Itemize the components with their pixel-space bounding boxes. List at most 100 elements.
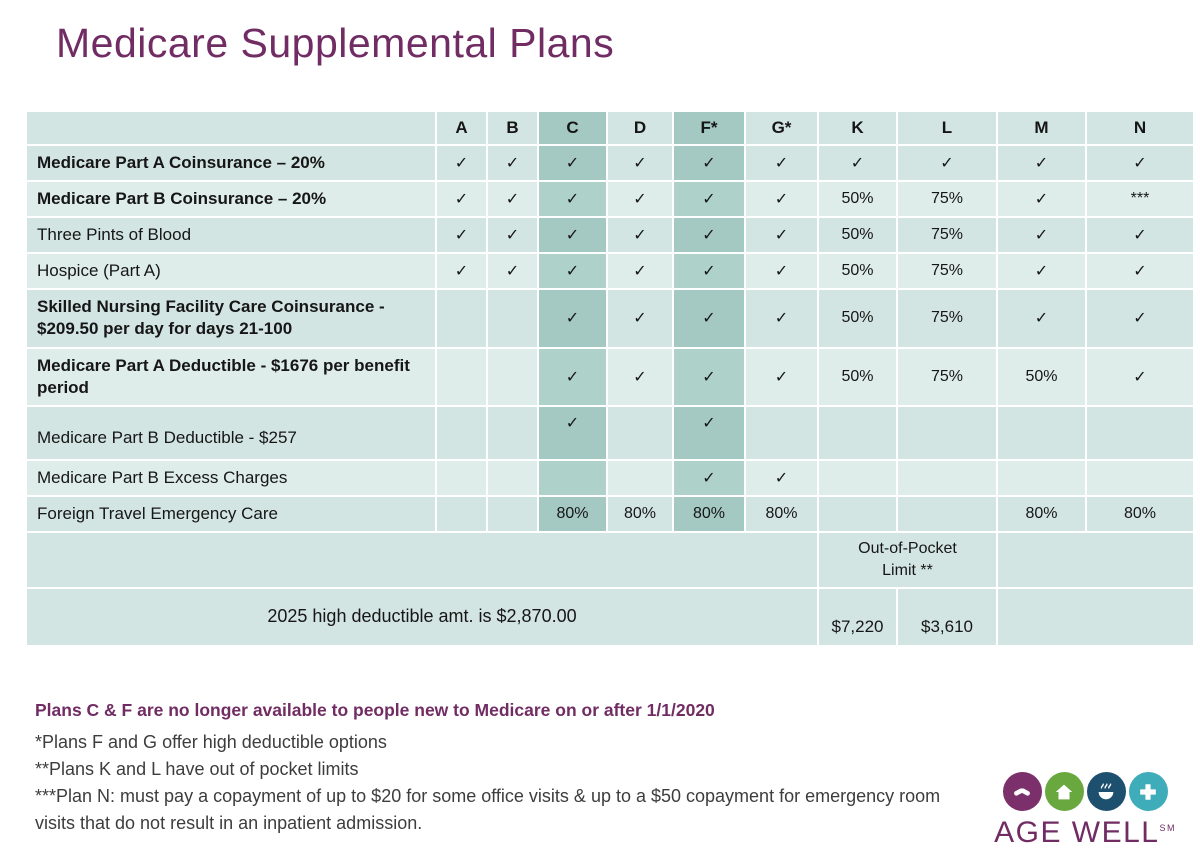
row-label: Medicare Part A Deductible - $1676 per b… xyxy=(25,346,437,407)
check-cell: ✓ xyxy=(606,346,674,407)
column-header-c: C xyxy=(537,110,608,146)
check-cell: ✓ xyxy=(672,404,746,461)
check-cell: ✓ xyxy=(996,143,1087,183)
column-header-k: K xyxy=(817,110,898,146)
check-cell: ✓ xyxy=(486,216,539,255)
empty-cell xyxy=(435,494,488,533)
check-cell: ✓ xyxy=(896,143,998,183)
value-cell: 80% xyxy=(744,494,819,533)
check-cell: ✓ xyxy=(435,143,488,183)
check-cell: ✓ xyxy=(537,404,608,461)
row-label: Foreign Travel Emergency Care xyxy=(25,494,437,533)
check-cell: ✓ xyxy=(1085,216,1195,255)
value-cell: 75% xyxy=(896,288,998,349)
value-cell: 75% xyxy=(896,216,998,255)
empty-cell xyxy=(1085,458,1195,497)
logo-text: AGE WELL xyxy=(994,816,1160,849)
check-cell: ✓ xyxy=(672,216,746,255)
check-cell: ✓ xyxy=(486,180,539,219)
value-cell: 50% xyxy=(996,346,1087,407)
logo-circle-navy xyxy=(1086,772,1126,811)
row-label: Hospice (Part A) xyxy=(25,252,437,291)
check-cell: ✓ xyxy=(537,288,608,349)
check-cell: ✓ xyxy=(1085,288,1195,349)
check-cell: ✓ xyxy=(672,458,746,497)
value-cell: 50% xyxy=(817,180,898,219)
plus-icon xyxy=(1137,781,1159,803)
table-row: Medicare Part B Coinsurance – 20% ✓ ✓ ✓ ✓ ✓ ✓ 5… xyxy=(25,180,1195,219)
check-cell: ✓ xyxy=(996,180,1087,219)
check-cell: ✓ xyxy=(606,143,674,183)
value-cell: 80% xyxy=(537,494,608,533)
check-cell: ✓ xyxy=(817,143,898,183)
check-cell: ✓ xyxy=(744,288,819,349)
value-cell: 80% xyxy=(672,494,746,533)
empty-cell xyxy=(896,494,998,533)
table-row: Medicare Part A Deductible - $1676 per b… xyxy=(25,346,1195,407)
row-label: Medicare Part B Excess Charges xyxy=(25,458,437,497)
logo-circle-green xyxy=(1044,772,1084,811)
out-of-pocket-row: Out-of-Pocket Limit ** xyxy=(25,530,1195,589)
high-deductible-note: 2025 high deductible amt. is $2,870.00 xyxy=(25,586,819,647)
value-cell: 80% xyxy=(996,494,1087,533)
check-cell: ✓ xyxy=(996,288,1087,349)
table-row: Foreign Travel Emergency Care 80% 80% 80% 80… xyxy=(25,494,1195,533)
empty-cell xyxy=(486,404,539,461)
row-label: Three Pints of Blood xyxy=(25,216,437,255)
high-deductible-row: 2025 high deductible amt. is $2,870.00 $… xyxy=(25,586,1195,647)
row-label: Medicare Part B Coinsurance – 20% xyxy=(25,180,437,219)
empty-cell xyxy=(896,458,998,497)
check-cell: ✓ xyxy=(1085,346,1195,407)
check-cell: ✓ xyxy=(744,180,819,219)
check-cell: ✓ xyxy=(744,143,819,183)
empty-cell xyxy=(1085,404,1195,461)
check-cell: ✓ xyxy=(435,252,488,291)
empty-cell xyxy=(486,494,539,533)
check-cell: ✓ xyxy=(606,216,674,255)
logo-circles xyxy=(1002,772,1168,811)
check-cell: ✓ xyxy=(672,143,746,183)
check-cell: ✓ xyxy=(486,143,539,183)
empty-cell xyxy=(435,346,488,407)
check-cell: ✓ xyxy=(744,458,819,497)
plans-table-footer: Out-of-Pocket Limit ** 2025 high deducti… xyxy=(25,530,1195,647)
empty-cell xyxy=(606,404,674,461)
check-cell: ✓ xyxy=(537,252,608,291)
value-cell: 75% xyxy=(896,346,998,407)
column-header-b: B xyxy=(486,110,539,146)
empty-cell xyxy=(744,404,819,461)
check-cell: ✓ xyxy=(672,252,746,291)
table-row: Hospice (Part A) ✓ ✓ ✓ ✓ ✓ ✓ 50% 75% ✓ ✓ xyxy=(25,252,1195,291)
empty-cell xyxy=(486,346,539,407)
logo-circle-teal xyxy=(1128,772,1168,811)
column-header-d: D xyxy=(606,110,674,146)
table-row: Three Pints of Blood ✓ ✓ ✓ ✓ ✓ ✓ 50% 75% ✓ ✓ xyxy=(25,216,1195,255)
logo-circle-purple xyxy=(1002,772,1042,811)
oop-value-k: $7,220 xyxy=(817,586,898,647)
value-cell: 50% xyxy=(817,288,898,349)
empty-cell xyxy=(817,404,898,461)
check-cell: ✓ xyxy=(672,288,746,349)
empty-cell xyxy=(996,458,1087,497)
row-label: Medicare Part A Coinsurance – 20% xyxy=(25,143,437,183)
value-cell: 75% xyxy=(896,180,998,219)
logo-sm-mark: SM xyxy=(1159,823,1176,833)
check-cell: ✓ xyxy=(744,216,819,255)
agewell-logo: AGE WELLSM xyxy=(994,772,1176,850)
empty-cell xyxy=(996,404,1087,461)
column-header-l: L xyxy=(896,110,998,146)
empty-cell xyxy=(486,458,539,497)
table-row: Medicare Part B Excess Charges ✓ ✓ xyxy=(25,458,1195,497)
plans-table-body: Medicare Part A Coinsurance – 20% ✓ ✓ ✓ ✓ ✓ ✓ ✓… xyxy=(25,143,1195,533)
table-row: Medicare Part A Coinsurance – 20% ✓ ✓ ✓ ✓ ✓ ✓ ✓… xyxy=(25,143,1195,183)
page-title: Medicare Supplemental Plans xyxy=(56,20,615,66)
footnote-high-deductible: *Plans F and G offer high deductible opt… xyxy=(35,732,387,752)
check-cell: ✓ xyxy=(435,180,488,219)
check-cell: ✓ xyxy=(606,252,674,291)
check-cell: ✓ xyxy=(537,216,608,255)
empty-cell xyxy=(996,586,1195,647)
footnotes: Plans C & F are no longer available to p… xyxy=(35,700,980,837)
column-header-f: F* xyxy=(672,110,746,146)
check-cell: ✓ xyxy=(744,252,819,291)
value-cell: 80% xyxy=(1085,494,1195,533)
